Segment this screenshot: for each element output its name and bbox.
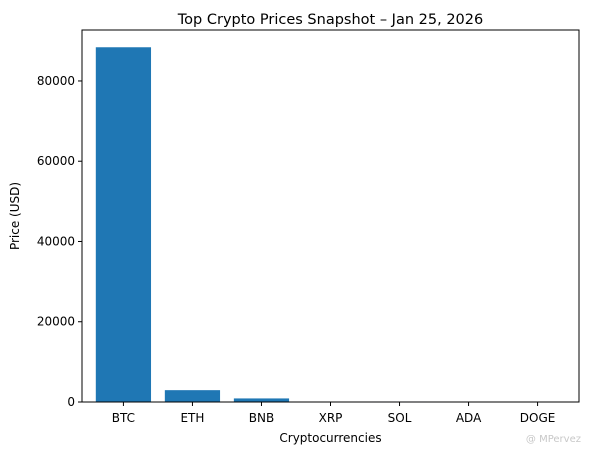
bar-btc bbox=[95, 47, 152, 402]
y-axis-label: Price (USD) bbox=[8, 182, 22, 250]
y-tick-label: 80000 bbox=[37, 74, 75, 88]
x-tick-label: ADA bbox=[456, 411, 482, 425]
bar-bnb bbox=[233, 398, 290, 402]
x-tick-label: XRP bbox=[319, 411, 343, 425]
y-tick-label: 0 bbox=[67, 395, 75, 409]
y-tick-label: 20000 bbox=[37, 315, 75, 329]
y-tick-label: 40000 bbox=[37, 234, 75, 248]
y-axis: 0 20000 40000 60000 80000 bbox=[37, 74, 82, 409]
bars-group bbox=[95, 47, 566, 402]
x-axis-label: Cryptocurrencies bbox=[279, 431, 381, 445]
x-axis: BTC ETH BNB XRP SOL ADA DOGE bbox=[112, 402, 556, 425]
x-tick-label: BTC bbox=[112, 411, 135, 425]
x-tick-label: ETH bbox=[180, 411, 204, 425]
plot-area-frame bbox=[81, 29, 580, 403]
y-tick-label: 60000 bbox=[37, 154, 75, 168]
x-tick-label: BNB bbox=[249, 411, 274, 425]
bar-eth bbox=[164, 390, 221, 402]
x-tick-label: SOL bbox=[388, 411, 412, 425]
x-tick-label: DOGE bbox=[520, 411, 556, 425]
chart-title: Top Crypto Prices Snapshot – Jan 25, 202… bbox=[177, 12, 483, 28]
watermark: @ MPervez bbox=[525, 434, 581, 445]
